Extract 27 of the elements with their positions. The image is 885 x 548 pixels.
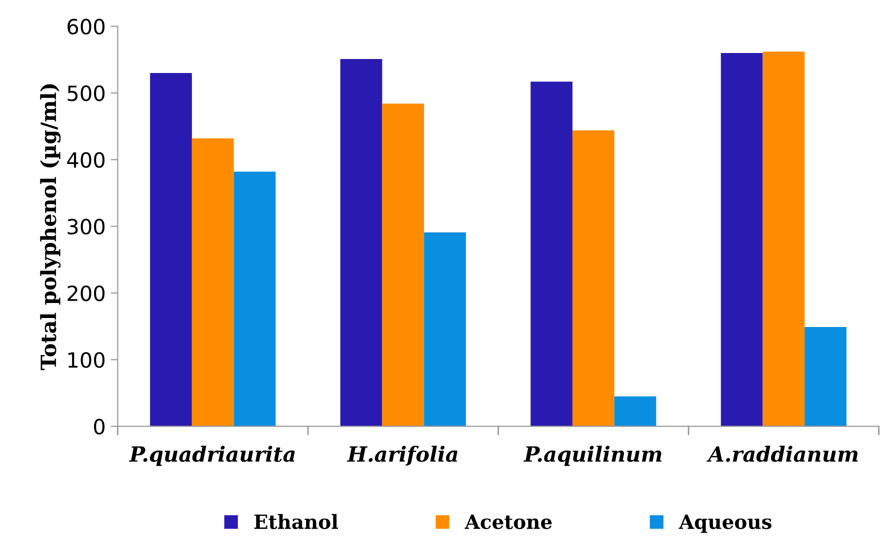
x-tick-label: P.aquilinum bbox=[524, 446, 662, 466]
y-tick-label: 0 bbox=[94, 418, 105, 435]
legend-label: Acetone bbox=[464, 514, 552, 530]
bar bbox=[804, 327, 846, 426]
y-tick-label: 200 bbox=[68, 285, 105, 302]
y-tick-label: 500 bbox=[68, 85, 105, 102]
bar bbox=[614, 396, 656, 426]
bar bbox=[382, 104, 424, 426]
bar bbox=[340, 58, 382, 426]
y-tick-label: 400 bbox=[67, 152, 105, 168]
x-tick-label: A.raddianum bbox=[706, 446, 858, 462]
y-tick-label: 600 bbox=[68, 18, 105, 35]
y-axis-title: Total polyphenol (µg/ml) bbox=[40, 84, 61, 370]
bar bbox=[762, 52, 805, 426]
y-tick-label: 100 bbox=[68, 352, 105, 368]
bar bbox=[720, 52, 763, 426]
legend-label: Ethanol bbox=[254, 514, 338, 530]
x-tick-label: H.arifolia bbox=[346, 446, 458, 466]
bar bbox=[150, 72, 192, 426]
bar bbox=[192, 138, 234, 426]
bar bbox=[424, 232, 466, 426]
bar bbox=[530, 82, 572, 426]
bar bbox=[572, 130, 614, 426]
bar bbox=[234, 172, 276, 426]
x-tick-label: P.quadriaurita bbox=[128, 446, 295, 466]
y-tick-label: 300 bbox=[68, 218, 105, 235]
legend-label: Aqueous bbox=[678, 514, 772, 533]
